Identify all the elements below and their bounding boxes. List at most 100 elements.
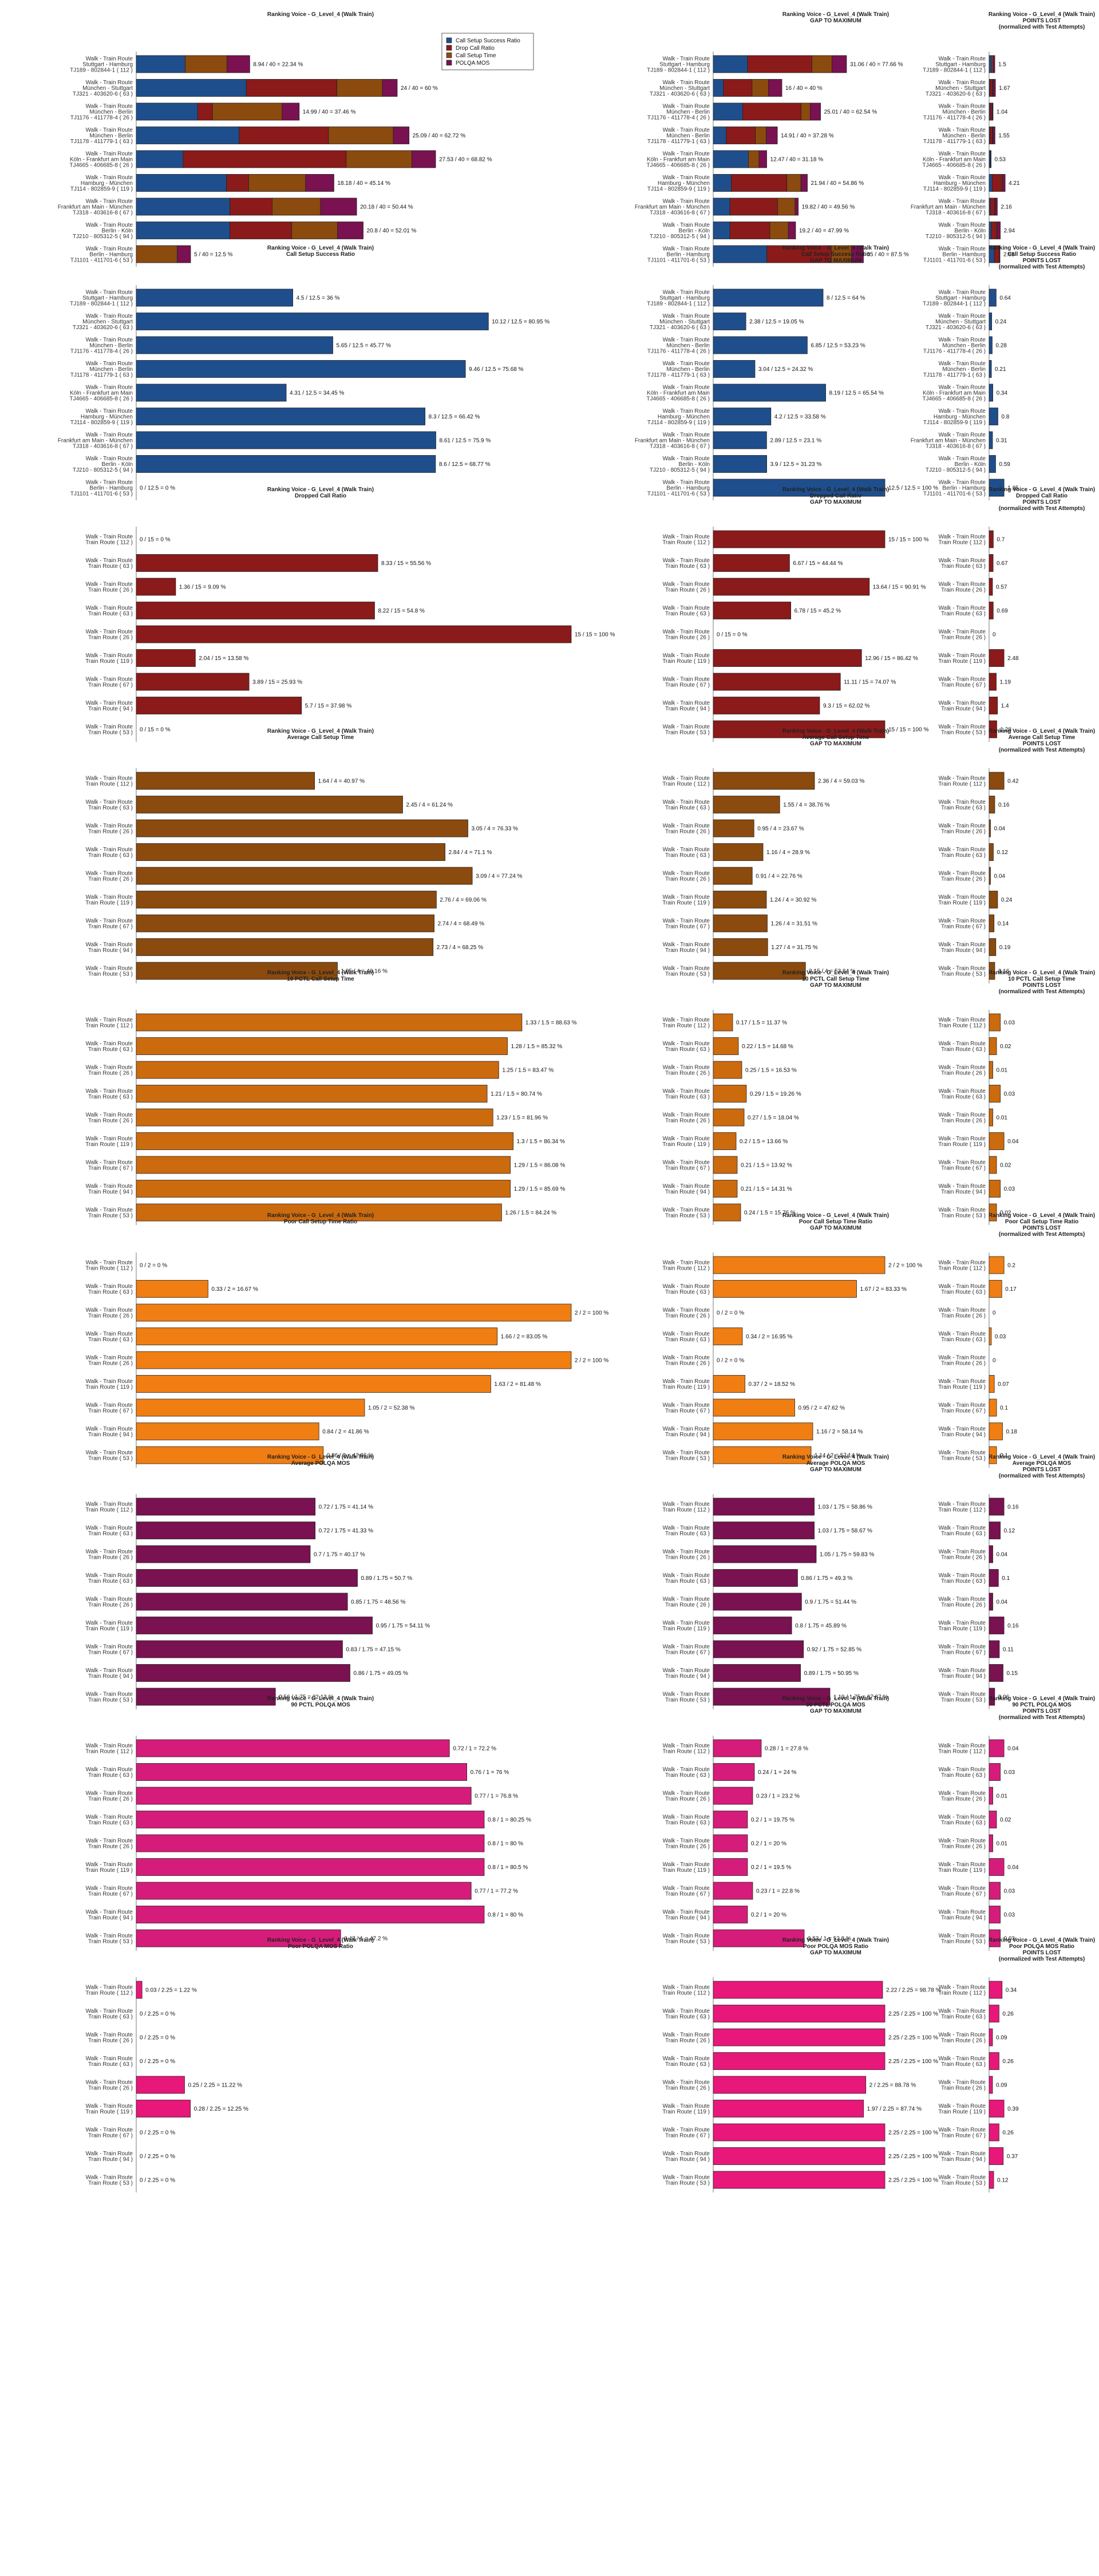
cst-title-2-line: (normalized with Test Attempts) bbox=[999, 747, 1085, 753]
mos-value-data-label: 0.85 / 1.75 = 48.56 % bbox=[351, 1599, 405, 1606]
tick-label: Walk - Train Route bbox=[663, 1355, 710, 1361]
tick-label: Walk - Train Route bbox=[86, 175, 133, 181]
tick-label: Train Route ( 67 ) bbox=[88, 1650, 133, 1656]
tick-label: TJ4665 - 406685-8 ( 26 ) bbox=[922, 396, 986, 402]
dcr-gap-data-label: 15 / 15 = 100 % bbox=[888, 537, 928, 543]
tick-label: TJ1101 - 411701-6 ( 53 ) bbox=[70, 491, 133, 497]
mos90-lost-data-label: 0.03 bbox=[1004, 1769, 1015, 1776]
poorcst-gap-data-label: 0.95 / 2 = 47.62 % bbox=[798, 1405, 845, 1412]
tick-label: Train Route ( 112 ) bbox=[662, 1507, 710, 1514]
cst-value-bar bbox=[136, 796, 403, 813]
tick-label: München - Berlin bbox=[666, 133, 710, 139]
mos-value-bar bbox=[136, 1593, 348, 1611]
cst-gap-data-label: 1.24 / 4 = 30.92 % bbox=[770, 897, 817, 903]
mos-lost-data-label: 0.11 bbox=[1003, 1647, 1014, 1653]
tick-label: Walk - Train Route bbox=[939, 408, 986, 414]
tick-label: Walk - Train Route bbox=[939, 724, 986, 730]
cst90-lost-bar bbox=[989, 1108, 993, 1127]
tick-label: Walk - Train Route bbox=[939, 1207, 986, 1214]
cst90-gap-data-label: 0.24 / 1.5 = 15.76 % bbox=[744, 1210, 796, 1216]
tick-label: Train Route ( 63 ) bbox=[88, 1772, 133, 1779]
overall-value-segment bbox=[291, 222, 338, 239]
tick-label: Train Route ( 26 ) bbox=[665, 587, 710, 594]
tick-label: TJ210 - 805312-5 ( 94 ) bbox=[650, 234, 710, 240]
tick-label: Walk - Train Route bbox=[939, 1065, 986, 1071]
tick-label: TJ1176 - 411778-4 ( 26 ) bbox=[923, 115, 986, 121]
tick-label: Train Route ( 26 ) bbox=[88, 1796, 133, 1803]
poormos-value-data-label: 0.25 / 2.25 = 11.22 % bbox=[188, 2083, 242, 2089]
cst-value-data-label: 1.64 / 4 = 40.97 % bbox=[318, 779, 365, 785]
tick-label: Train Route ( 63 ) bbox=[665, 1820, 710, 1826]
cst-value-data-label: 2.76 / 4 = 69.06 % bbox=[440, 897, 487, 903]
cst90-title-1-line: Ranking Voice - G_Level_4 (Walk Train) bbox=[782, 970, 889, 976]
tick-label: Train Route ( 67 ) bbox=[88, 1165, 133, 1172]
tick-label: Train Route ( 63 ) bbox=[941, 1531, 986, 1537]
tick-label: Walk - Train Route bbox=[663, 290, 710, 296]
tick-label: Walk - Train Route bbox=[663, 1041, 710, 1047]
cssr-lost-bar bbox=[989, 289, 997, 307]
mos90-lost-data-label: 0.03 bbox=[1004, 1888, 1015, 1895]
tick-label: TJ321 - 403620-6 ( 63 ) bbox=[650, 91, 710, 97]
tick-label: Train Route ( 53 ) bbox=[941, 1939, 986, 1945]
dcr-gap-data-label: 9.3 / 15 = 62.02 % bbox=[823, 703, 870, 709]
tick-label: Train Route ( 67 ) bbox=[88, 1408, 133, 1415]
mos-gap-bar bbox=[713, 1617, 792, 1634]
poorcst-value-bar bbox=[136, 1351, 572, 1369]
tick-label: Walk - Train Route bbox=[86, 1136, 133, 1142]
mos90-gap-data-label: 0.28 / 1 = 27.8 % bbox=[765, 1746, 808, 1752]
cssr-value-data-label: 0 / 12.5 = 0 % bbox=[140, 485, 175, 492]
mos-value-data-label: 0.56 / 1.75 = 32.13 % bbox=[279, 1694, 333, 1701]
tick-label: Train Route ( 63 ) bbox=[665, 1337, 710, 1343]
tick-label: TJ114 - 802859-9 ( 119 ) bbox=[647, 186, 710, 192]
tick-label: Train Route ( 112 ) bbox=[938, 781, 986, 788]
tick-label: Walk - Train Route bbox=[663, 629, 710, 635]
tick-label: Frankfurt am Main - München bbox=[58, 438, 133, 444]
tick-label: Stuttgart - Hamburg bbox=[82, 295, 133, 302]
tick-label: Walk - Train Route bbox=[939, 1620, 986, 1626]
cst90-title-0-line: Ranking Voice - G_Level_4 (Walk Train) bbox=[267, 970, 374, 976]
tick-label: Train Route ( 26 ) bbox=[665, 635, 710, 641]
tick-label: Stuttgart - Hamburg bbox=[659, 295, 710, 302]
overall-gap-data-label: 25.01 / 40 = 62.54 % bbox=[824, 109, 877, 116]
tick-label: Walk - Train Route bbox=[939, 1450, 986, 1456]
tick-label: Walk - Train Route bbox=[939, 361, 986, 367]
tick-label: Train Route ( 63 ) bbox=[941, 852, 986, 859]
tick-label: Walk - Train Route bbox=[939, 290, 986, 296]
overall-gap-segment bbox=[713, 79, 724, 97]
tick-label: TJ321 - 403620-6 ( 63 ) bbox=[73, 325, 133, 331]
tick-label: Train Route ( 26 ) bbox=[88, 2038, 133, 2044]
mos-value-data-label: 0.89 / 1.75 = 50.7 % bbox=[361, 1575, 413, 1582]
tick-label: Walk - Train Route bbox=[663, 1136, 710, 1142]
tick-label: Walk - Train Route bbox=[663, 2127, 710, 2134]
dcr-lost-bar bbox=[989, 554, 994, 572]
cst-gap-data-label: 1.16 / 4 = 28.9 % bbox=[766, 850, 810, 856]
overall-value-data-label: 5 / 40 = 12.5 % bbox=[194, 252, 233, 258]
mos90-gap-data-label: 0.2 / 1 = 19.5 % bbox=[751, 1864, 791, 1871]
tick-label: Walk - Train Route bbox=[663, 1283, 710, 1290]
tick-label: Train Route ( 94 ) bbox=[665, 1432, 710, 1438]
mos-title-2-line: (normalized with Test Attempts) bbox=[999, 1473, 1085, 1479]
tick-label: TJ318 - 403616-8 ( 67 ) bbox=[73, 444, 133, 450]
tick-label: Train Route ( 94 ) bbox=[88, 947, 133, 954]
tick-label: Walk - Train Route bbox=[86, 408, 133, 414]
dcr-gap-bar bbox=[713, 697, 820, 714]
tick-label: Walk - Train Route bbox=[86, 1573, 133, 1579]
tick-label: Train Route ( 53 ) bbox=[88, 1939, 133, 1945]
tick-label: Train Route ( 67 ) bbox=[941, 924, 986, 930]
poorcst-value-data-label: 0.84 / 2 = 41.86 % bbox=[322, 1429, 369, 1435]
overall-gap-segment bbox=[713, 127, 727, 144]
overall-value-segment bbox=[239, 127, 329, 144]
overall-lost-segment bbox=[990, 197, 995, 216]
tick-label: Walk - Train Route bbox=[939, 80, 986, 86]
tick-label: TJ1176 - 411778-4 ( 26 ) bbox=[647, 349, 710, 355]
tick-label: Stuttgart - Hamburg bbox=[82, 62, 133, 68]
poormos-lost-data-label: 0.09 bbox=[996, 2035, 1007, 2041]
poorcst-gap-bar bbox=[713, 1280, 857, 1298]
tick-label: Train Route ( 112 ) bbox=[85, 1266, 133, 1272]
tick-label: Train Route ( 26 ) bbox=[88, 1602, 133, 1609]
mos90-lost-bar bbox=[989, 1858, 1005, 1876]
tick-label: Train Route ( 26 ) bbox=[88, 1118, 133, 1124]
tick-label: Train Route ( 53 ) bbox=[88, 971, 133, 978]
dcr-gap-data-label: 12.96 / 15 = 86.42 % bbox=[865, 655, 918, 662]
cst90-value-data-label: 1.21 / 1.5 = 80.74 % bbox=[491, 1091, 542, 1097]
